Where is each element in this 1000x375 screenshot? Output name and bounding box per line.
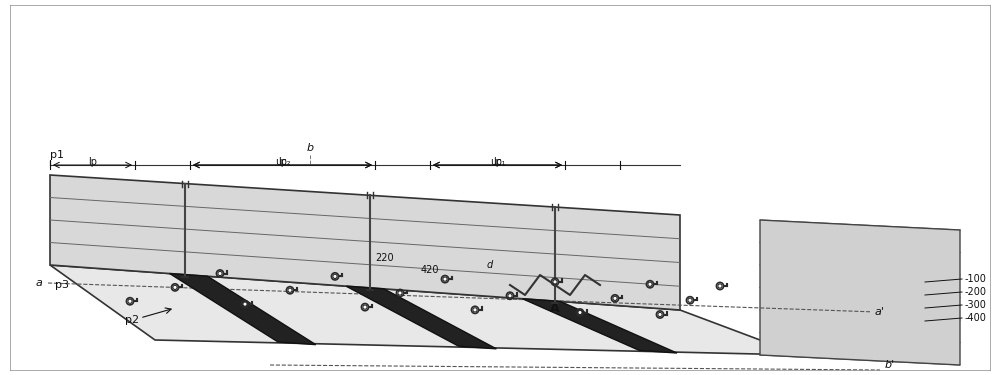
Text: p2: p2 [125, 315, 139, 325]
Polygon shape [50, 265, 800, 355]
Text: a': a' [875, 307, 885, 317]
Text: -300: -300 [965, 300, 987, 310]
Text: -200: -200 [965, 287, 987, 297]
Circle shape [508, 294, 512, 298]
Text: b: b [306, 143, 314, 153]
Text: lp: lp [88, 157, 97, 167]
Circle shape [443, 277, 447, 281]
Text: -400: -400 [965, 313, 987, 323]
Polygon shape [346, 286, 496, 349]
Text: A: A [550, 302, 560, 315]
Circle shape [578, 310, 582, 315]
Text: 220: 220 [376, 253, 394, 263]
Text: a: a [35, 278, 42, 288]
Text: d: d [487, 260, 493, 270]
Text: p1: p1 [50, 150, 64, 160]
Circle shape [553, 280, 557, 284]
Circle shape [718, 284, 722, 288]
Circle shape [243, 302, 247, 306]
Text: uc₂: uc₂ [275, 157, 290, 167]
Text: b': b' [885, 360, 895, 370]
Circle shape [688, 298, 692, 302]
Text: p3: p3 [55, 280, 69, 290]
Circle shape [363, 305, 367, 309]
Text: uc₁: uc₁ [490, 157, 505, 167]
Polygon shape [523, 299, 677, 353]
Circle shape [613, 296, 617, 300]
Circle shape [128, 299, 132, 303]
Text: -100: -100 [965, 274, 987, 284]
Text: lp: lp [278, 157, 287, 167]
Text: lp: lp [493, 157, 502, 167]
Circle shape [288, 288, 292, 292]
Text: 420: 420 [421, 265, 439, 275]
Polygon shape [50, 175, 680, 310]
Circle shape [473, 308, 477, 312]
Circle shape [658, 312, 662, 316]
Polygon shape [760, 220, 960, 365]
Circle shape [648, 282, 652, 286]
Circle shape [398, 291, 402, 295]
Circle shape [173, 285, 177, 290]
Circle shape [218, 272, 222, 276]
Polygon shape [170, 273, 316, 345]
Circle shape [333, 274, 337, 279]
